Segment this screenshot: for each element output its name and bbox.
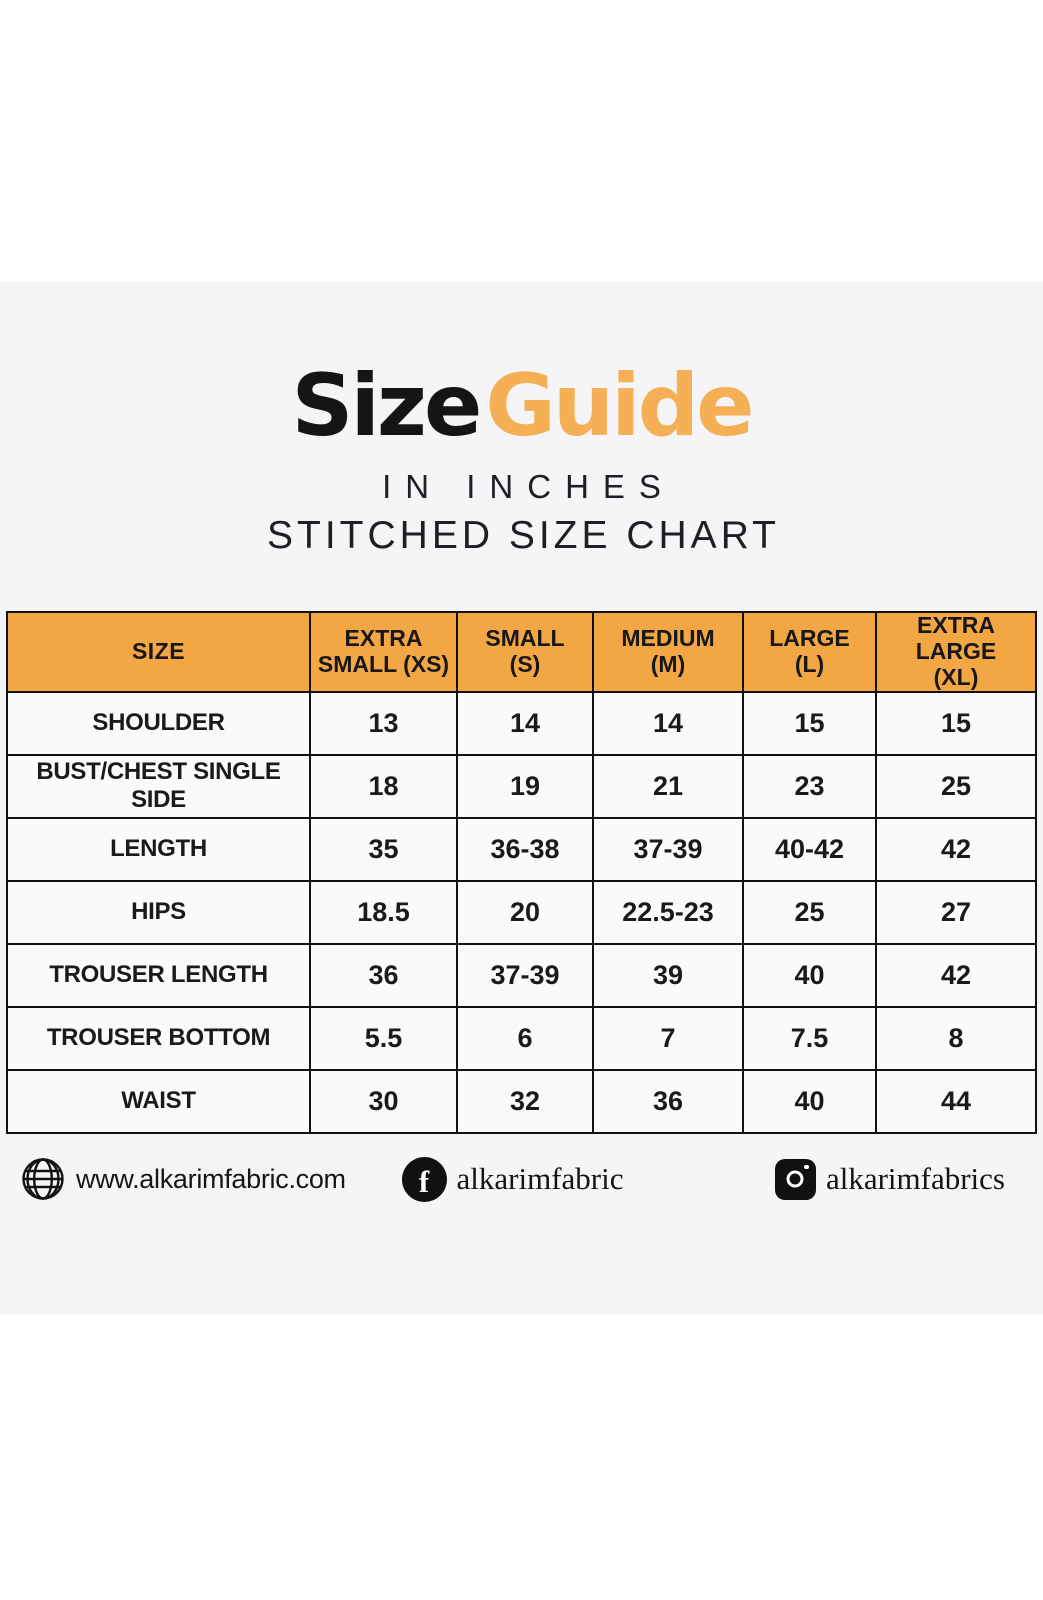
- cell-value: 40: [742, 942, 877, 1008]
- cell-value: 6: [456, 1005, 594, 1071]
- cell-value: 44: [875, 1068, 1037, 1134]
- row-label: SHOULDER: [6, 690, 311, 756]
- cell-value: 14: [456, 690, 594, 756]
- facebook-handle: alkarimfabric: [456, 1161, 624, 1196]
- cell-value: 37-39: [456, 942, 594, 1008]
- cell-value: 32: [456, 1068, 594, 1134]
- instagram-icon: [774, 1158, 816, 1200]
- globe-icon: [22, 1158, 64, 1200]
- website-contact: www.alkarimfabric.com: [20, 1156, 346, 1202]
- subtitle-stitched-size-chart: STITCHED SIZE CHART: [267, 514, 780, 558]
- row-label: TROUSER BOTTOM: [6, 1005, 311, 1071]
- cell-value: 27: [875, 879, 1037, 945]
- size-chart-table: SIZE EXTRA SMALL (XS) SMALL (S) MEDIUM (M) …: [6, 611, 1037, 1134]
- table-row-shoulder: SHOULDER 13 14 14 15 15: [6, 690, 1037, 756]
- cell-value: 5.5: [309, 1005, 458, 1071]
- facebook-icon: f: [401, 1156, 447, 1202]
- cell-value: 19: [456, 753, 594, 819]
- cell-value: 25: [875, 753, 1037, 819]
- cell-value: 14: [592, 690, 744, 756]
- column-header-size: SIZE: [6, 611, 311, 693]
- instagram-handle: alkarimfabrics: [825, 1161, 1005, 1196]
- cell-value: 22.5-23: [592, 879, 744, 945]
- cell-value: 42: [875, 816, 1037, 882]
- title-block: SizeGuide IN INCHES STITCHED SIZE CHART: [0, 282, 1043, 558]
- cell-value: 25: [742, 879, 877, 945]
- row-label: TROUSER LENGTH: [6, 942, 311, 1008]
- footer: www.alkarimfabric.com f alkarimfabric al…: [0, 1156, 1043, 1202]
- website-url: www.alkarimfabric.com: [76, 1163, 346, 1194]
- column-header-small: SMALL (S): [456, 611, 594, 693]
- cell-value: 36-38: [456, 816, 594, 882]
- cell-value: 39: [592, 942, 744, 1008]
- instagram-contact: alkarimfabrics: [774, 1158, 1005, 1200]
- title-word-guide: Guide: [485, 356, 754, 456]
- column-header-large: LARGE (L): [742, 611, 877, 693]
- title-word-size: Size: [291, 356, 483, 456]
- row-label: BUST/CHEST SINGLE SIDE: [6, 753, 311, 819]
- header-row: SIZE EXTRA SMALL (XS) SMALL (S) MEDIUM (M) …: [6, 611, 1037, 693]
- table-row-length: LENGTH 35 36-38 37-39 40-42 42: [6, 816, 1037, 882]
- facebook-contact: f alkarimfabric: [401, 1156, 624, 1202]
- cell-value: 35: [309, 816, 458, 882]
- row-label: HIPS: [6, 879, 311, 945]
- subtitle-in-inches: IN INCHES: [382, 468, 675, 506]
- cell-value: 40-42: [742, 816, 877, 882]
- cell-value: 37-39: [592, 816, 744, 882]
- cell-value: 36: [592, 1068, 744, 1134]
- cell-value: 20: [456, 879, 594, 945]
- table-row-trouser-bottom: TROUSER BOTTOM 5.5 6 7 7.5 8: [6, 1005, 1037, 1071]
- cell-value: 42: [875, 942, 1037, 1008]
- cell-value: 7.5: [742, 1005, 877, 1071]
- cell-value: 8: [875, 1005, 1037, 1071]
- cell-value: 18.5: [309, 879, 458, 945]
- column-header-extra-large: EXTRA LARGE (XL): [875, 611, 1037, 693]
- table-row-waist: WAIST 30 32 36 40 44: [6, 1068, 1037, 1134]
- cell-value: 7: [592, 1005, 744, 1071]
- cell-value: 21: [592, 753, 744, 819]
- table-row-bust-chest: BUST/CHEST SINGLE SIDE 18 19 21 23 25: [6, 753, 1037, 819]
- page-title: SizeGuide: [0, 363, 1043, 449]
- cell-value: 30: [309, 1068, 458, 1134]
- content-band: SizeGuide IN INCHES STITCHED SIZE CHART …: [0, 282, 1043, 1315]
- cell-value: 18: [309, 753, 458, 819]
- cell-value: 15: [875, 690, 1037, 756]
- cell-value: 40: [742, 1068, 877, 1134]
- column-header-extra-small: EXTRA SMALL (XS): [309, 611, 458, 693]
- row-label: LENGTH: [6, 816, 311, 882]
- cell-value: 23: [742, 753, 877, 819]
- cell-value: 15: [742, 690, 877, 756]
- column-header-medium: MEDIUM (M): [592, 611, 744, 693]
- row-label: WAIST: [6, 1068, 311, 1134]
- table-row-trouser-length: TROUSER LENGTH 36 37-39 39 40 42: [6, 942, 1037, 1008]
- cell-value: 13: [309, 690, 458, 756]
- table-row-hips: HIPS 18.5 20 22.5-23 25 27: [6, 879, 1037, 945]
- cell-value: 36: [309, 942, 458, 1008]
